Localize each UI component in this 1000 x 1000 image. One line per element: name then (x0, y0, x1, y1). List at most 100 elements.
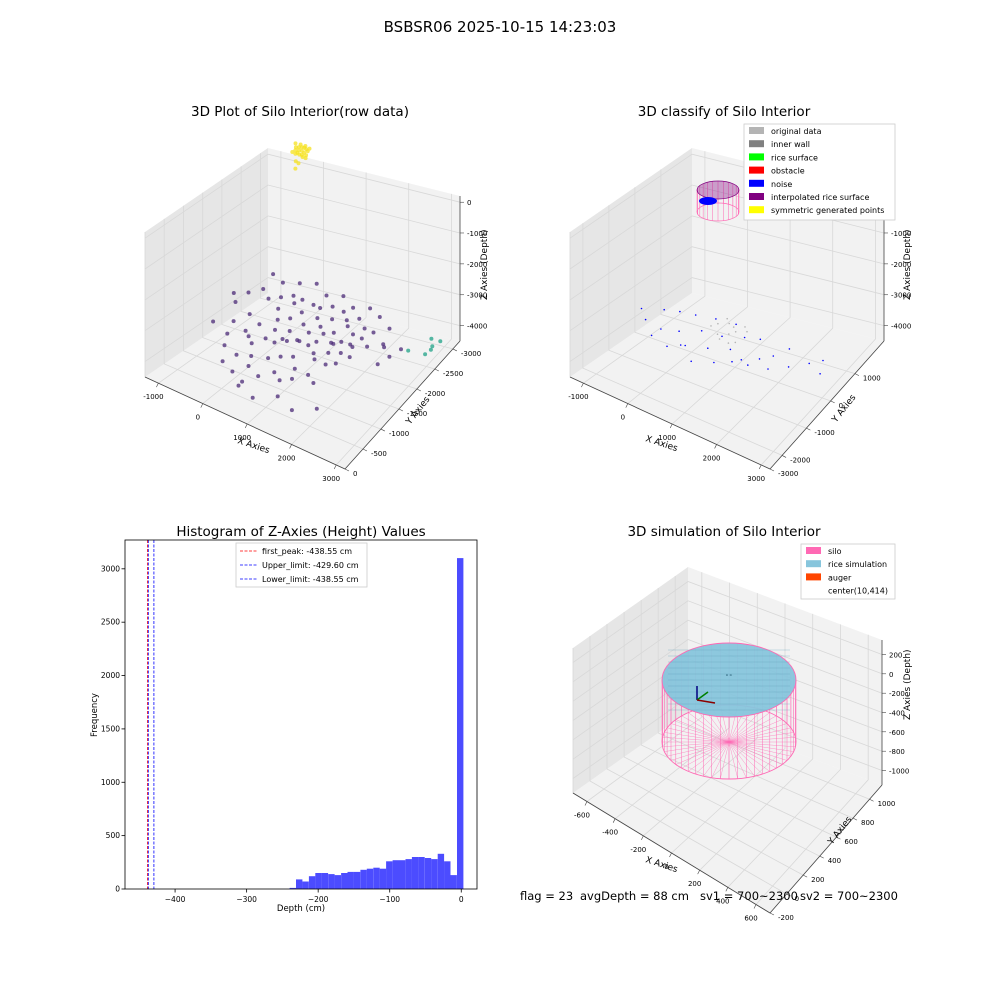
panel2-zlabel: Z Axies (Depth) (903, 229, 913, 300)
panel1-data-point (438, 339, 443, 344)
panel1-y-gridline (202, 192, 400, 410)
panel1-y-tick (434, 368, 439, 372)
panel2-legend-label: noise (771, 180, 792, 189)
panel4-y-gridline (606, 624, 804, 876)
panel1-y-gridline (163, 218, 364, 450)
panel4-silo-floor-spoke (728, 709, 763, 743)
panel2-noise-point (684, 344, 686, 347)
panel2-noise-point (700, 330, 703, 332)
panel4-y-tick-label: 400 (828, 857, 841, 865)
panel2-noise-point (666, 345, 668, 348)
panel2-legend-swatch (749, 179, 764, 187)
panel2-y-axis-line (769, 340, 885, 470)
panel1-data-point (296, 161, 301, 166)
panel2-z-gridline (569, 246, 885, 332)
panel1-data-point (289, 408, 294, 413)
panel4-silo-floor-spoke (728, 741, 788, 761)
panel4-y-tick (786, 893, 791, 897)
panel3-bar (302, 881, 309, 889)
panel2-x-tick (714, 444, 717, 449)
panel1-data-point (247, 312, 252, 317)
panel1-data-point (293, 145, 298, 150)
panel1-data-point (272, 370, 277, 375)
panel1-data-point (278, 354, 283, 359)
panel2-legend: original data inner wall rice surface obsta… (743, 123, 896, 221)
panel2-x-axis-line (569, 376, 771, 470)
panel1-data-point (314, 339, 319, 344)
panel3-x-tick-label: −300 (236, 895, 257, 904)
panel1-data-point (306, 343, 311, 348)
panel4-z-tick-label: 200 (889, 652, 902, 660)
panel1-data-point (288, 316, 293, 321)
panel1-y-tick (416, 388, 422, 392)
panel1-data-point (292, 301, 297, 306)
panel4-silo-floor-spoke (728, 741, 777, 769)
panel3-bar (379, 868, 387, 889)
panel1-data-point (326, 350, 331, 355)
panel4-silo-floor-spoke (711, 741, 730, 778)
panel1-data-point (266, 356, 271, 361)
panel1-data-point (429, 336, 434, 341)
panel1-z-gridline (144, 246, 461, 332)
panel1-x-gridline (246, 172, 367, 425)
panel1-y-gridline (182, 205, 382, 430)
panel1-xlabel: X Axies (236, 436, 271, 456)
panel2-y-tick (806, 427, 811, 431)
panel2-noise-point (663, 308, 665, 311)
panel2-x-tick (669, 423, 673, 429)
panel2-original-point (717, 322, 719, 325)
panel2-noise-point (650, 334, 653, 337)
panel3-y-tick-label: 3000 (101, 564, 120, 573)
panel2-noise-point (808, 362, 810, 365)
panel2-original-point (734, 341, 737, 344)
panel2-noise-point (740, 359, 743, 361)
panel4-silo-floor-spoke (675, 741, 730, 765)
panel4-y-tick (819, 855, 824, 859)
panel2-silo-bottom-rim (696, 202, 740, 222)
panel1-data-point (359, 336, 364, 341)
panel1-x-axis-line (144, 376, 346, 470)
panel1-data-point (311, 381, 316, 385)
panel2-noise-point (715, 318, 717, 320)
panel4-z-gridline (572, 619, 883, 702)
panel1-data-point (256, 374, 261, 379)
panel1-data-point (290, 150, 295, 154)
panel1-data-point (222, 343, 227, 348)
panel1-data-point (291, 354, 296, 359)
panel3-bar (321, 873, 329, 889)
panel1-data-point (272, 340, 277, 345)
panel4-y-gridline (589, 636, 787, 895)
panel2-original-point (718, 338, 721, 340)
panel2-z-tick-label: -2000 (891, 261, 911, 269)
panel3-legend: first_peak: -438.55 cm Upper_limit: -429.… (235, 542, 368, 588)
panel2-interpolated-surface (696, 180, 740, 200)
panel4-auger-axis-y (696, 691, 709, 701)
panel4-y-tick-label: 200 (811, 876, 824, 884)
panel4-y-gridline (640, 600, 837, 838)
panel1-data-point (290, 376, 294, 381)
panel1-z-tick-label: -1000 (467, 230, 487, 238)
panel1-data-point (315, 316, 320, 321)
panel3-bar (315, 873, 322, 889)
panel1-data-point (299, 310, 304, 315)
panel2-title: 3D classify of Silo Interior (638, 104, 811, 120)
panel4-x-tick (753, 904, 757, 909)
panel3-bar (444, 861, 451, 889)
panel1-data-point (275, 394, 280, 399)
panel4-silo-floor-spoke (728, 732, 794, 743)
panel3-bar (399, 860, 406, 889)
panel3-xlabel: Depth (cm) (277, 904, 325, 914)
panel1-data-point (382, 345, 387, 350)
panel2-x-tick-label: -1000 (568, 393, 588, 401)
panel4-silo-floor-spoke (681, 741, 730, 769)
panel1-z-tick-label: -3000 (467, 292, 487, 300)
panel2-noise-point (694, 314, 697, 316)
panel4-legend-label: center(10,414) (828, 587, 888, 596)
panel3-bar (373, 867, 380, 889)
panel4-z-gridline (572, 639, 883, 721)
panel2-noise-point (713, 361, 715, 364)
panel2-original-point (732, 326, 735, 328)
panel3-bar (386, 861, 393, 889)
panel4-x-gridline (755, 634, 869, 905)
panel3-bar (347, 871, 354, 889)
